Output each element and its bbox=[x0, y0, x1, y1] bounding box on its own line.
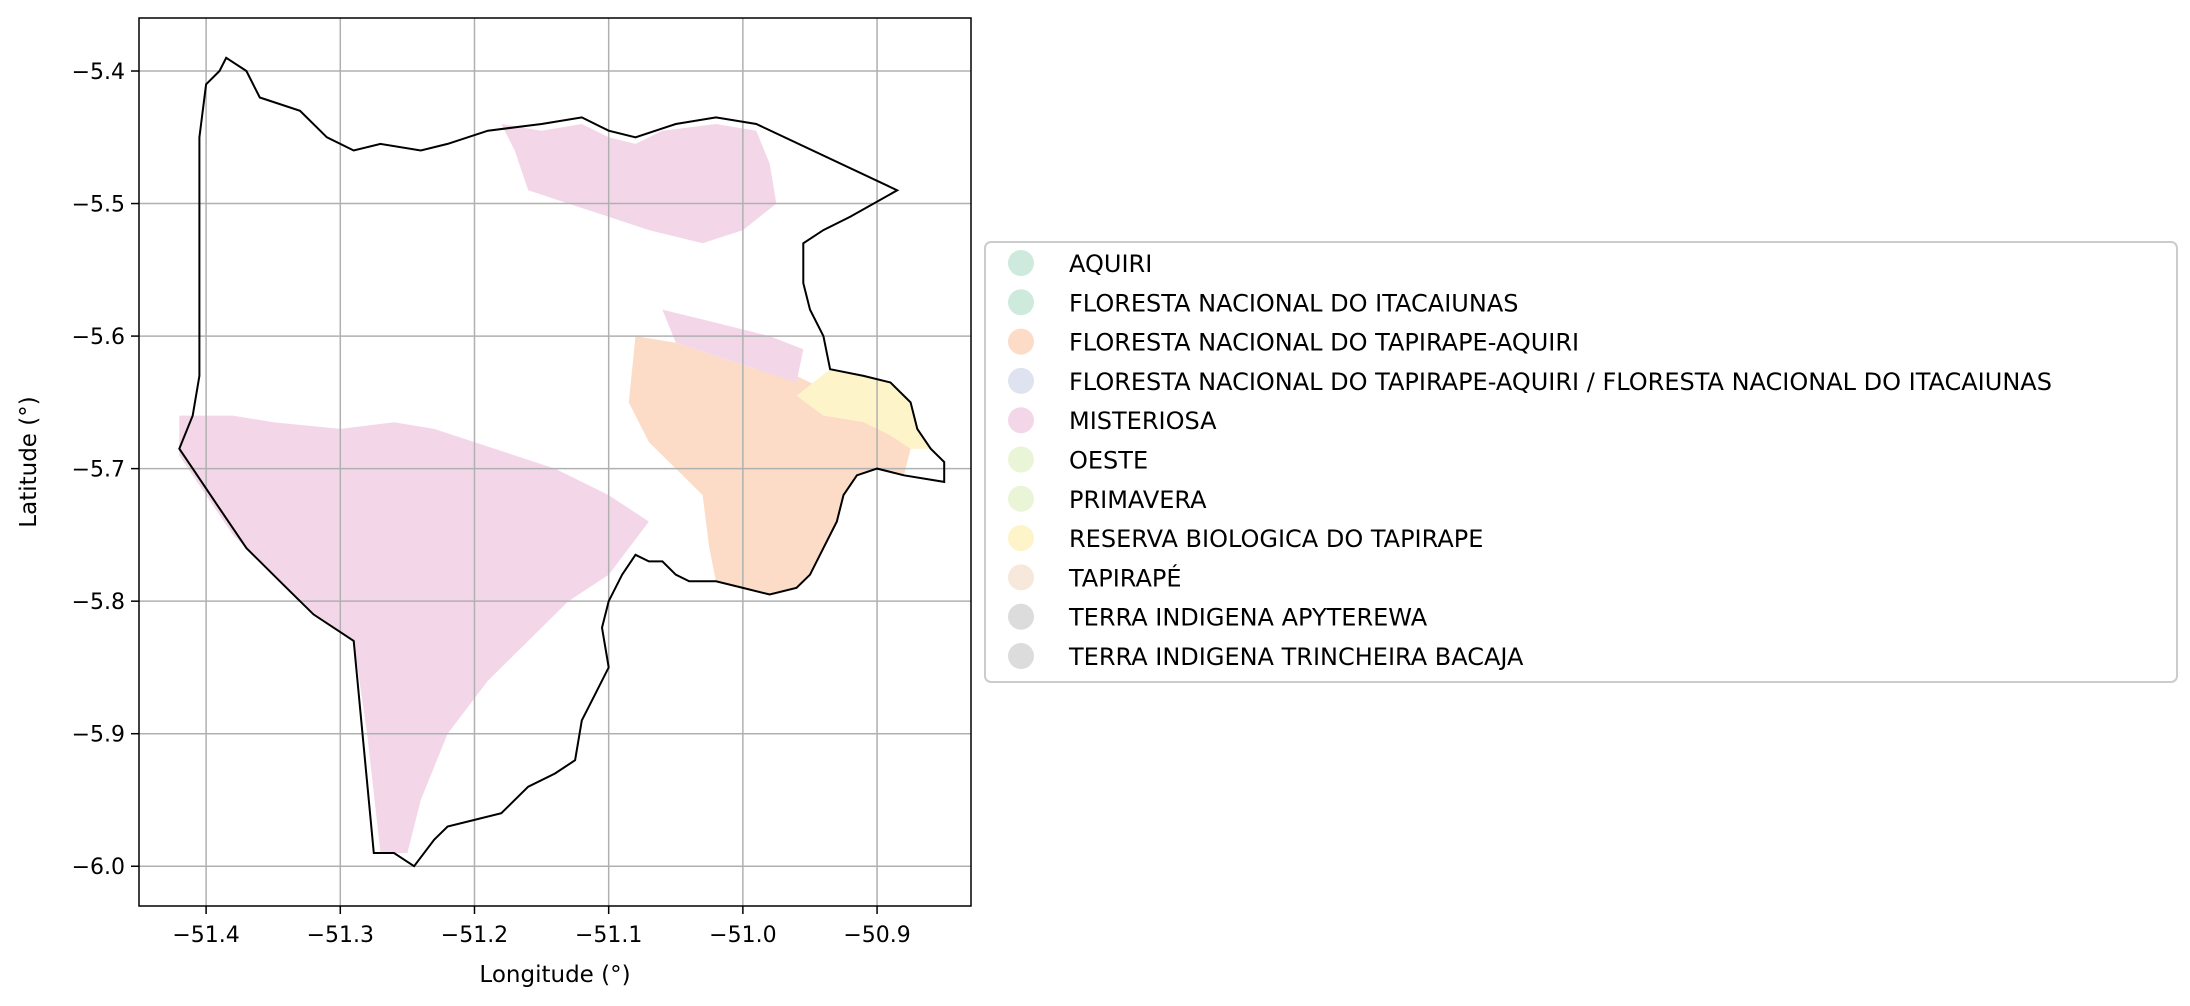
legend-marker bbox=[1008, 564, 1034, 591]
legend-box bbox=[984, 241, 2178, 683]
region-polygons bbox=[179, 124, 931, 853]
x-axis-ticks: −51.4 −51.3 −51.2 −51.1 −51.0 −50.9 bbox=[172, 906, 911, 948]
legend-label: FLORESTA NACIONAL DO TAPIRAPE-AQUIRI / F… bbox=[1069, 368, 2052, 396]
x-tick-label: −51.0 bbox=[709, 923, 776, 948]
region-misteriosa-4 bbox=[662, 309, 804, 383]
legend-marker bbox=[1008, 446, 1034, 473]
region-misteriosa-3 bbox=[501, 124, 777, 244]
y-tick-label: −5.9 bbox=[72, 723, 125, 748]
region-reserva-biologica-do-tapirape-1 bbox=[796, 369, 931, 449]
x-tick-label: −50.9 bbox=[843, 923, 910, 948]
y-tick-label: −5.7 bbox=[72, 458, 125, 483]
legend-label: AQUIRI bbox=[1069, 250, 1152, 278]
y-axis-ticks: −5.4 −5.5 −5.6 −5.7 −5.8 −5.9 −6.0 bbox=[72, 60, 139, 880]
legend-label: TAPIRAPÉ bbox=[1068, 563, 1182, 592]
x-tick-label: −51.4 bbox=[172, 923, 239, 948]
y-tick-label: −5.4 bbox=[72, 60, 125, 85]
legend: AQUIRI FLORESTA NACIONAL DO ITACAIUNAS FLO… bbox=[984, 241, 2178, 683]
grid-lines bbox=[139, 18, 971, 906]
region-floresta-nacional-do-tapirape-aquiri-0 bbox=[628, 336, 911, 595]
legend-marker bbox=[1008, 328, 1034, 355]
x-tick-label: −51.2 bbox=[441, 923, 508, 948]
legend-label: FLORESTA NACIONAL DO ITACAIUNAS bbox=[1069, 289, 1518, 317]
x-tick-label: −51.1 bbox=[575, 923, 642, 948]
y-axis-label: Latitude (°) bbox=[16, 396, 42, 527]
legend-marker bbox=[1008, 367, 1034, 394]
y-tick-label: −5.6 bbox=[72, 325, 125, 350]
x-axis-label: Longitude (°) bbox=[479, 962, 630, 988]
legend-label: PRIMAVERA bbox=[1069, 486, 1207, 514]
y-tick-label: −6.0 bbox=[72, 855, 125, 880]
legend-marker bbox=[1008, 603, 1034, 630]
legend-label: RESERVA BIOLOGICA DO TAPIRAPE bbox=[1069, 525, 1483, 553]
legend-label: TERRA INDIGENA TRINCHEIRA BACAJA bbox=[1068, 643, 1524, 671]
legend-label: MISTERIOSA bbox=[1069, 407, 1217, 435]
y-tick-label: −5.5 bbox=[72, 193, 125, 218]
legend-marker bbox=[1008, 643, 1034, 669]
legend-entries: AQUIRI FLORESTA NACIONAL DO ITACAIUNAS FLO… bbox=[1008, 250, 2052, 671]
municipality-boundary bbox=[178, 56, 946, 868]
plot-frame bbox=[138, 17, 972, 907]
x-tick-label: −51.3 bbox=[307, 923, 374, 948]
legend-marker bbox=[1008, 407, 1034, 434]
region-misteriosa-2 bbox=[179, 415, 649, 853]
legend-marker bbox=[1008, 289, 1034, 316]
legend-label: FLORESTA NACIONAL DO TAPIRAPE-AQUIRI bbox=[1069, 329, 1579, 357]
y-tick-label: −5.8 bbox=[72, 590, 125, 615]
legend-label: TERRA INDIGENA APYTEREWA bbox=[1068, 604, 1428, 632]
legend-marker bbox=[1008, 250, 1034, 276]
legend-marker bbox=[1008, 485, 1034, 512]
legend-marker bbox=[1008, 525, 1034, 552]
legend-label: OESTE bbox=[1069, 447, 1148, 475]
